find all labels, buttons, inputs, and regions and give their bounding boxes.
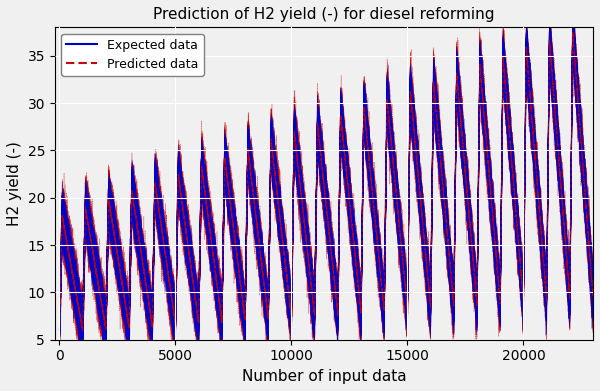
Expected data (569, 18, 576, 23)
Predicted data (589, 287, 596, 291)
Predicted data (271, 173, 278, 178)
Expected data (589, 288, 596, 293)
Predicted data (82, 214, 89, 219)
Y-axis label: H2 yield (-): H2 yield (-) (7, 141, 22, 226)
Predicted data (569, 21, 577, 25)
Expected data (215, 311, 222, 316)
Expected data (56, 339, 63, 343)
Expected data (271, 178, 278, 182)
Expected data (233, 246, 241, 251)
Expected data (82, 211, 89, 215)
Predicted data (125, 336, 133, 341)
Expected data (425, 287, 432, 291)
Predicted data (425, 288, 432, 293)
Predicted data (56, 334, 63, 339)
Predicted data (215, 288, 222, 293)
Expected data (101, 345, 108, 350)
Predicted data (533, 170, 541, 175)
Line: Predicted data: Predicted data (59, 23, 593, 339)
Title: Prediction of H2 yield (-) for diesel reforming: Prediction of H2 yield (-) for diesel re… (153, 7, 495, 22)
Expected data (533, 181, 541, 185)
Predicted data (233, 251, 241, 256)
Legend: Expected data, Predicted data: Expected data, Predicted data (61, 34, 204, 76)
Line: Expected data: Expected data (59, 21, 593, 348)
X-axis label: Number of input data: Number of input data (242, 369, 406, 384)
